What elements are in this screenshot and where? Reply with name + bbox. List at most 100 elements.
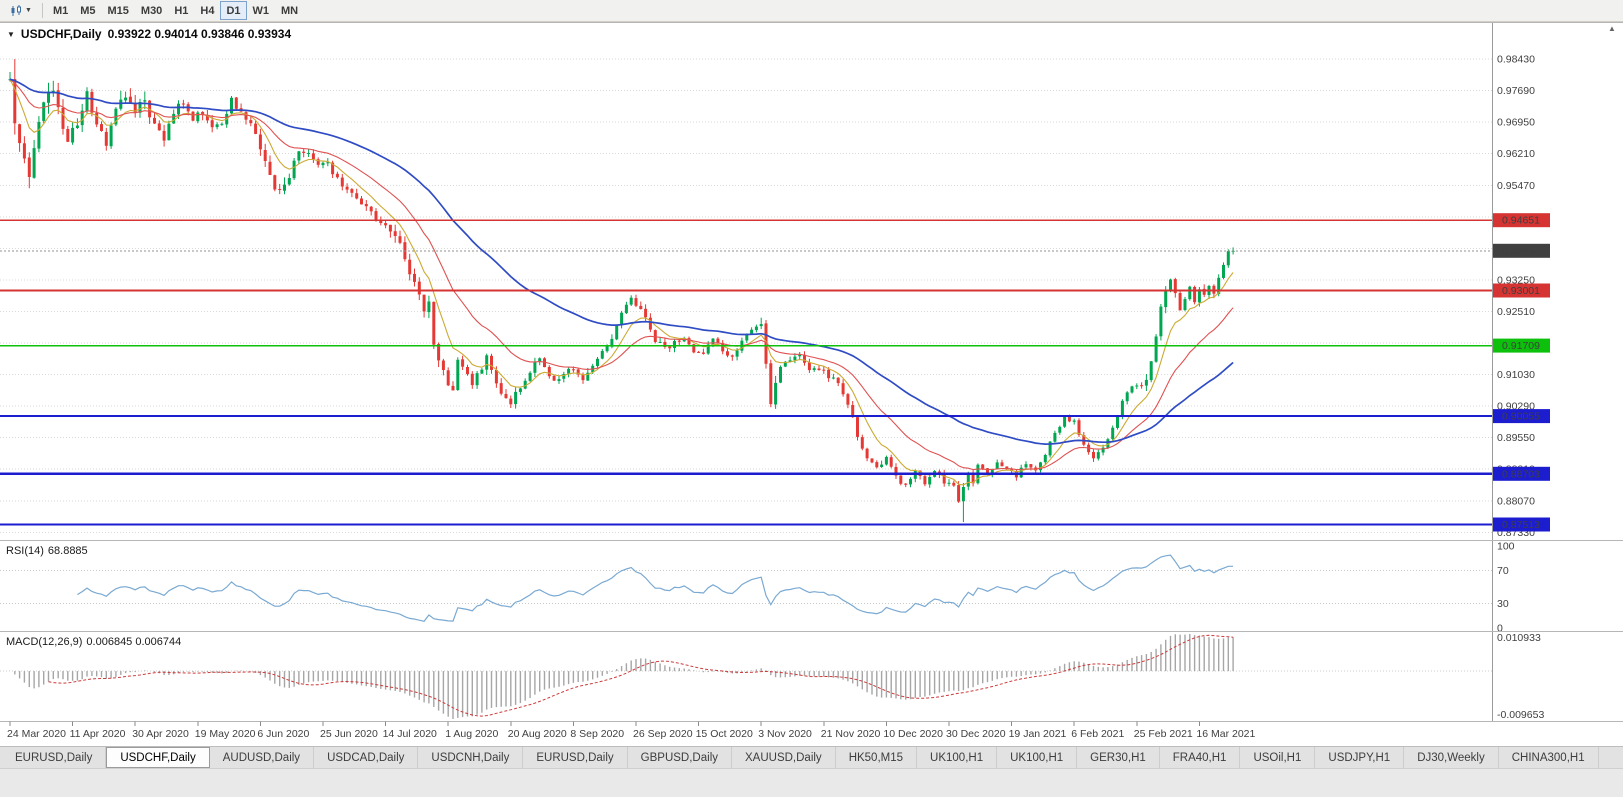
svg-text:19 May 2020: 19 May 2020 [195, 728, 256, 740]
svg-text:26 Sep 2020: 26 Sep 2020 [633, 728, 693, 740]
chart-tab-fra40-h1[interactable]: FRA40,H1 [1160, 747, 1241, 768]
dropdown-caret-icon: ▼ [25, 7, 32, 14]
macd-signal-line [48, 634, 1234, 717]
timeframe-button-d1[interactable]: D1 [220, 1, 247, 20]
timeframe-button-h1[interactable]: H1 [174, 4, 189, 17]
svg-text:30 Apr 2020: 30 Apr 2020 [132, 728, 189, 740]
price-badge-0.93001: 0.93001 [1493, 283, 1550, 298]
rsi-value: 68.8885 [47, 545, 88, 557]
svg-text:0.91030: 0.91030 [1497, 369, 1535, 381]
svg-text:0: 0 [1497, 623, 1503, 635]
timeframe-button-m30[interactable]: M30 [140, 4, 163, 17]
timeframe-button-m5[interactable]: M5 [80, 4, 96, 17]
svg-text:0.93250: 0.93250 [1497, 274, 1535, 286]
price-axis[interactable]: 0.98430 0.97690 0.96950 0.96210 0.95470 0.932… [1492, 22, 1551, 722]
chart-tab-ger30-h1[interactable]: GER30,H1 [1077, 747, 1160, 768]
svg-text:0.90055: 0.90055 [1502, 411, 1540, 423]
svg-text:0.89550: 0.89550 [1497, 432, 1535, 444]
chart-tab-usoil-h1[interactable]: USOil,H1 [1240, 747, 1316, 768]
svg-text:0.88070: 0.88070 [1497, 495, 1535, 507]
timeframe-button-m15[interactable]: M15 [107, 4, 129, 17]
chart-tab-dj30-weekly[interactable]: DJ30,Weekly [1404, 747, 1499, 768]
chart-tab-eurusd-daily[interactable]: EURUSD,Daily [523, 747, 628, 768]
rsi-pane: 100 70 30 0 [0, 541, 1515, 635]
svg-text:21 Nov 2020: 21 Nov 2020 [821, 728, 881, 740]
svg-text:6 Feb 2021: 6 Feb 2021 [1071, 728, 1124, 740]
symbol-dropdown-icon[interactable]: ▼ [7, 29, 15, 39]
toolbar: ▼ M1 M5 M15 M30 H1 H4 D1 W1 MN [0, 0, 1623, 22]
svg-text:0.97690: 0.97690 [1497, 85, 1535, 97]
chart-tab-uk100-h1[interactable]: UK100,H1 [997, 747, 1078, 768]
svg-text:0.94651: 0.94651 [1502, 215, 1540, 227]
chart-tab-hk50-m15[interactable]: HK50,M15 [836, 747, 918, 768]
rsi-name: RSI(14) [6, 545, 44, 557]
svg-text:11 Apr 2020: 11 Apr 2020 [70, 728, 126, 740]
scroll-up-icon[interactable]: ▲ [1608, 24, 1616, 33]
date-axis[interactable]: 24 Mar 2020 11 Apr 2020 30 Apr 2020 19 May … [7, 721, 1256, 741]
svg-text:30: 30 [1497, 598, 1509, 610]
svg-text:-0.009653: -0.009653 [1497, 709, 1544, 721]
svg-text:6 Jun 2020: 6 Jun 2020 [257, 728, 309, 740]
chart-tab-gbpusd-daily[interactable]: GBPUSD,Daily [628, 747, 732, 768]
svg-text:0.92510: 0.92510 [1497, 306, 1535, 318]
svg-text:8 Sep 2020: 8 Sep 2020 [570, 728, 624, 740]
chart-tab-usdjpy-h1[interactable]: USDJPY,H1 [1315, 747, 1405, 768]
svg-text:0.93001: 0.93001 [1502, 285, 1540, 297]
svg-text:14 Jul 2020: 14 Jul 2020 [383, 728, 437, 740]
timeframe-button-mn[interactable]: MN [281, 4, 299, 17]
price-badge-0.91709: 0.91709 [1493, 338, 1550, 353]
svg-text:15 Oct 2020: 15 Oct 2020 [696, 728, 753, 740]
chart-tab-usdcad-daily[interactable]: USDCAD,Daily [314, 747, 419, 768]
horizontal-level-lines[interactable] [0, 219, 1492, 526]
chart-ohlc-values: 0.93922 0.94014 0.93846 0.93934 [107, 27, 292, 41]
svg-text:3 Nov 2020: 3 Nov 2020 [758, 728, 812, 740]
rsi-indicator-label: RSI(14) 68.8885 [6, 545, 88, 557]
chart-tab-usdcnh-daily[interactable]: USDCNH,Daily [418, 747, 524, 768]
chart-tab-usdchf-daily[interactable]: USDCHF,Daily [106, 747, 210, 768]
svg-text:0.96950: 0.96950 [1497, 117, 1535, 129]
svg-text:30 Dec 2020: 30 Dec 2020 [946, 728, 1006, 740]
timeframe-button-w1[interactable]: W1 [252, 4, 270, 17]
chart-tab-eurusd-daily[interactable]: EURUSD,Daily [2, 747, 107, 768]
macd-pane: 0.010933 -0.009653 [0, 632, 1544, 721]
svg-text:19 Jan 2021: 19 Jan 2021 [1009, 728, 1067, 740]
chart-tabs-row: EURUSD,Daily USDCHF,Daily AUDUSD,Daily USDC… [0, 747, 1623, 769]
svg-text:20 Aug 2020: 20 Aug 2020 [508, 728, 567, 740]
svg-text:0.91709: 0.91709 [1502, 340, 1540, 352]
chart-tab-china300-h1[interactable]: CHINA300,H1 [1499, 747, 1599, 768]
chart-tab-audusd-daily[interactable]: AUDUSD,Daily [210, 747, 315, 768]
pane-separators[interactable] [0, 22, 1623, 722]
timeframe-button-h4[interactable]: H4 [200, 4, 215, 17]
svg-text:0.93934: 0.93934 [1502, 245, 1540, 257]
toolbar-separator [41, 3, 43, 18]
svg-text:70: 70 [1497, 565, 1509, 577]
chart-type-button[interactable]: ▼ [3, 1, 38, 20]
svg-text:0.010933: 0.010933 [1497, 632, 1541, 644]
macd-indicator-label: MACD(12,26,9) 0.006845 0.006744 [6, 636, 181, 648]
chart-tab-xauusd-daily[interactable]: XAUUSD,Daily [732, 747, 836, 768]
macd-name: MACD(12,26,9) [6, 636, 83, 648]
ma-mid-line [9, 78, 1234, 471]
chart-tabs-bar: EURUSD,Daily USDCHF,Daily AUDUSD,Daily USDC… [0, 746, 1623, 797]
price-badge-0.87513: 0.87513 [1493, 517, 1550, 532]
timeframe-button-group: M1 M5 M15 M30 H1 H4 D1 W1 MN [47, 1, 304, 20]
chart-background [0, 22, 1623, 746]
timeframe-button-m1[interactable]: M1 [52, 4, 69, 17]
svg-text:0.87513: 0.87513 [1502, 519, 1540, 531]
chart-symbol-label: USDCHF,Daily [20, 27, 102, 41]
rsi-line [77, 554, 1234, 622]
price-badge-0.88703: 0.88703 [1493, 466, 1550, 481]
svg-text:0.98430: 0.98430 [1497, 54, 1535, 66]
svg-text:0.96210: 0.96210 [1497, 148, 1535, 160]
svg-text:0.88703: 0.88703 [1502, 468, 1540, 480]
svg-text:100: 100 [1497, 541, 1515, 553]
chart-tab-uk100-h1[interactable]: UK100,H1 [917, 747, 998, 768]
svg-text:25 Feb 2021: 25 Feb 2021 [1134, 728, 1193, 740]
chart-canvas[interactable]: 0.98430 0.97690 0.96950 0.96210 0.95470 0.932… [0, 0, 1623, 746]
macd-values: 0.006845 0.006744 [86, 636, 182, 648]
svg-text:10 Dec 2020: 10 Dec 2020 [883, 728, 943, 740]
svg-text:24 Mar 2020: 24 Mar 2020 [7, 728, 66, 740]
price-badge-0.94651: 0.94651 [1493, 213, 1550, 228]
svg-text:0.95470: 0.95470 [1497, 180, 1535, 192]
chart-title: ▼ USDCHF,Daily 0.93922 0.94014 0.93846 0… [7, 27, 291, 41]
